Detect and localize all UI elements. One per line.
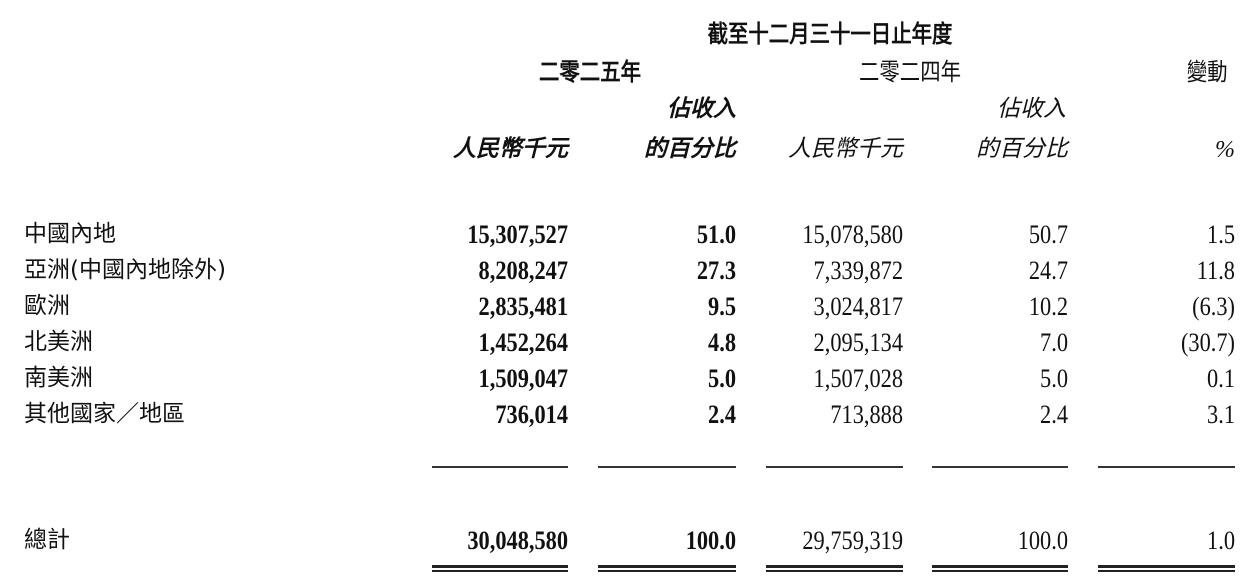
- pct-2025-header-line2: 的百分比: [644, 136, 736, 162]
- cell-rmb-2025: 30,048,580: [467, 526, 568, 555]
- change-header: 變動: [1186, 58, 1228, 86]
- region-label: 中國內地: [24, 221, 116, 247]
- total-double-rule: [1098, 565, 1235, 572]
- pct-2025-header-line1: 佔收入: [667, 96, 736, 122]
- cell-pct-2025: 51.0: [696, 220, 736, 249]
- cell-rmb-2025: 15,307,527: [467, 220, 568, 249]
- cell-rmb-2024: 15,078,580: [802, 220, 903, 249]
- cell-pct-2024: 10.2: [1028, 292, 1068, 321]
- cell-rmb-2025: 1,509,047: [478, 364, 568, 393]
- cell-rmb-2025: 8,208,247: [478, 256, 568, 285]
- cell-rmb-2024: 29,759,319: [802, 526, 903, 555]
- subtotal-rule: [598, 466, 736, 468]
- cell-pct-2024: 7.0: [1040, 328, 1068, 357]
- cell-pct-2024: 50.7: [1028, 220, 1068, 249]
- cell-change: 3.1: [1207, 400, 1235, 429]
- cell-pct-2025: 27.3: [696, 256, 736, 285]
- rmb-2024-header: 人民幣千元: [788, 136, 903, 162]
- cell-change: 0.1: [1207, 364, 1235, 393]
- cell-rmb-2024: 7,339,872: [813, 256, 903, 285]
- region-label: 總計: [24, 527, 70, 553]
- cell-pct-2024: 24.7: [1028, 256, 1068, 285]
- cell-rmb-2024: 3,024,817: [813, 292, 903, 321]
- region-label: 南美洲: [24, 365, 93, 391]
- pct-2024-header-line1: 佔收入: [997, 96, 1066, 122]
- total-double-rule: [432, 565, 568, 572]
- rmb-2025-header: 人民幣千元: [453, 136, 568, 162]
- year-2024-header: 二零二四年: [859, 58, 961, 86]
- year-2025-header: 二零二五年: [539, 58, 641, 86]
- subtotal-rule: [1098, 466, 1235, 468]
- cell-rmb-2024: 1,507,028: [813, 364, 903, 393]
- pct-2024-header-line2: 的百分比: [976, 136, 1068, 162]
- cell-change: 1.0: [1207, 526, 1235, 555]
- subtotal-rule: [932, 466, 1068, 468]
- cell-pct-2024: 5.0: [1040, 364, 1068, 393]
- cell-pct-2025: 100.0: [685, 526, 736, 555]
- cell-pct-2024: 2.4: [1040, 400, 1068, 429]
- cell-change: (30.7): [1180, 328, 1235, 357]
- cell-rmb-2025: 1,452,264: [478, 328, 568, 357]
- subtotal-rule: [432, 466, 568, 468]
- region-label: 北美洲: [24, 329, 93, 355]
- subtotal-rule: [766, 466, 903, 468]
- cell-pct-2025: 9.5: [708, 292, 736, 321]
- cell-rmb-2024: 2,095,134: [813, 328, 903, 357]
- cell-rmb-2024: 713,888: [830, 400, 903, 429]
- total-double-rule: [932, 565, 1068, 572]
- cell-rmb-2025: 2,835,481: [478, 292, 568, 321]
- cell-pct-2025: 2.4: [708, 400, 736, 429]
- cell-change: 1.5: [1207, 220, 1235, 249]
- region-label: 其他國家／地區: [24, 401, 185, 427]
- percent-header: %: [1215, 137, 1235, 163]
- cell-pct-2025: 4.8: [708, 328, 736, 357]
- cell-rmb-2025: 736,014: [495, 400, 568, 429]
- total-double-rule: [598, 565, 736, 572]
- region-label: 歐洲: [24, 293, 70, 319]
- cell-pct-2024: 100.0: [1017, 526, 1068, 555]
- period-header: 截至十二月三十一日止年度: [707, 20, 953, 48]
- cell-change: (6.3): [1192, 292, 1235, 321]
- cell-pct-2025: 5.0: [708, 364, 736, 393]
- region-label: 亞洲(中國內地除外): [24, 257, 226, 283]
- cell-change: 11.8: [1196, 256, 1235, 285]
- total-double-rule: [766, 565, 903, 572]
